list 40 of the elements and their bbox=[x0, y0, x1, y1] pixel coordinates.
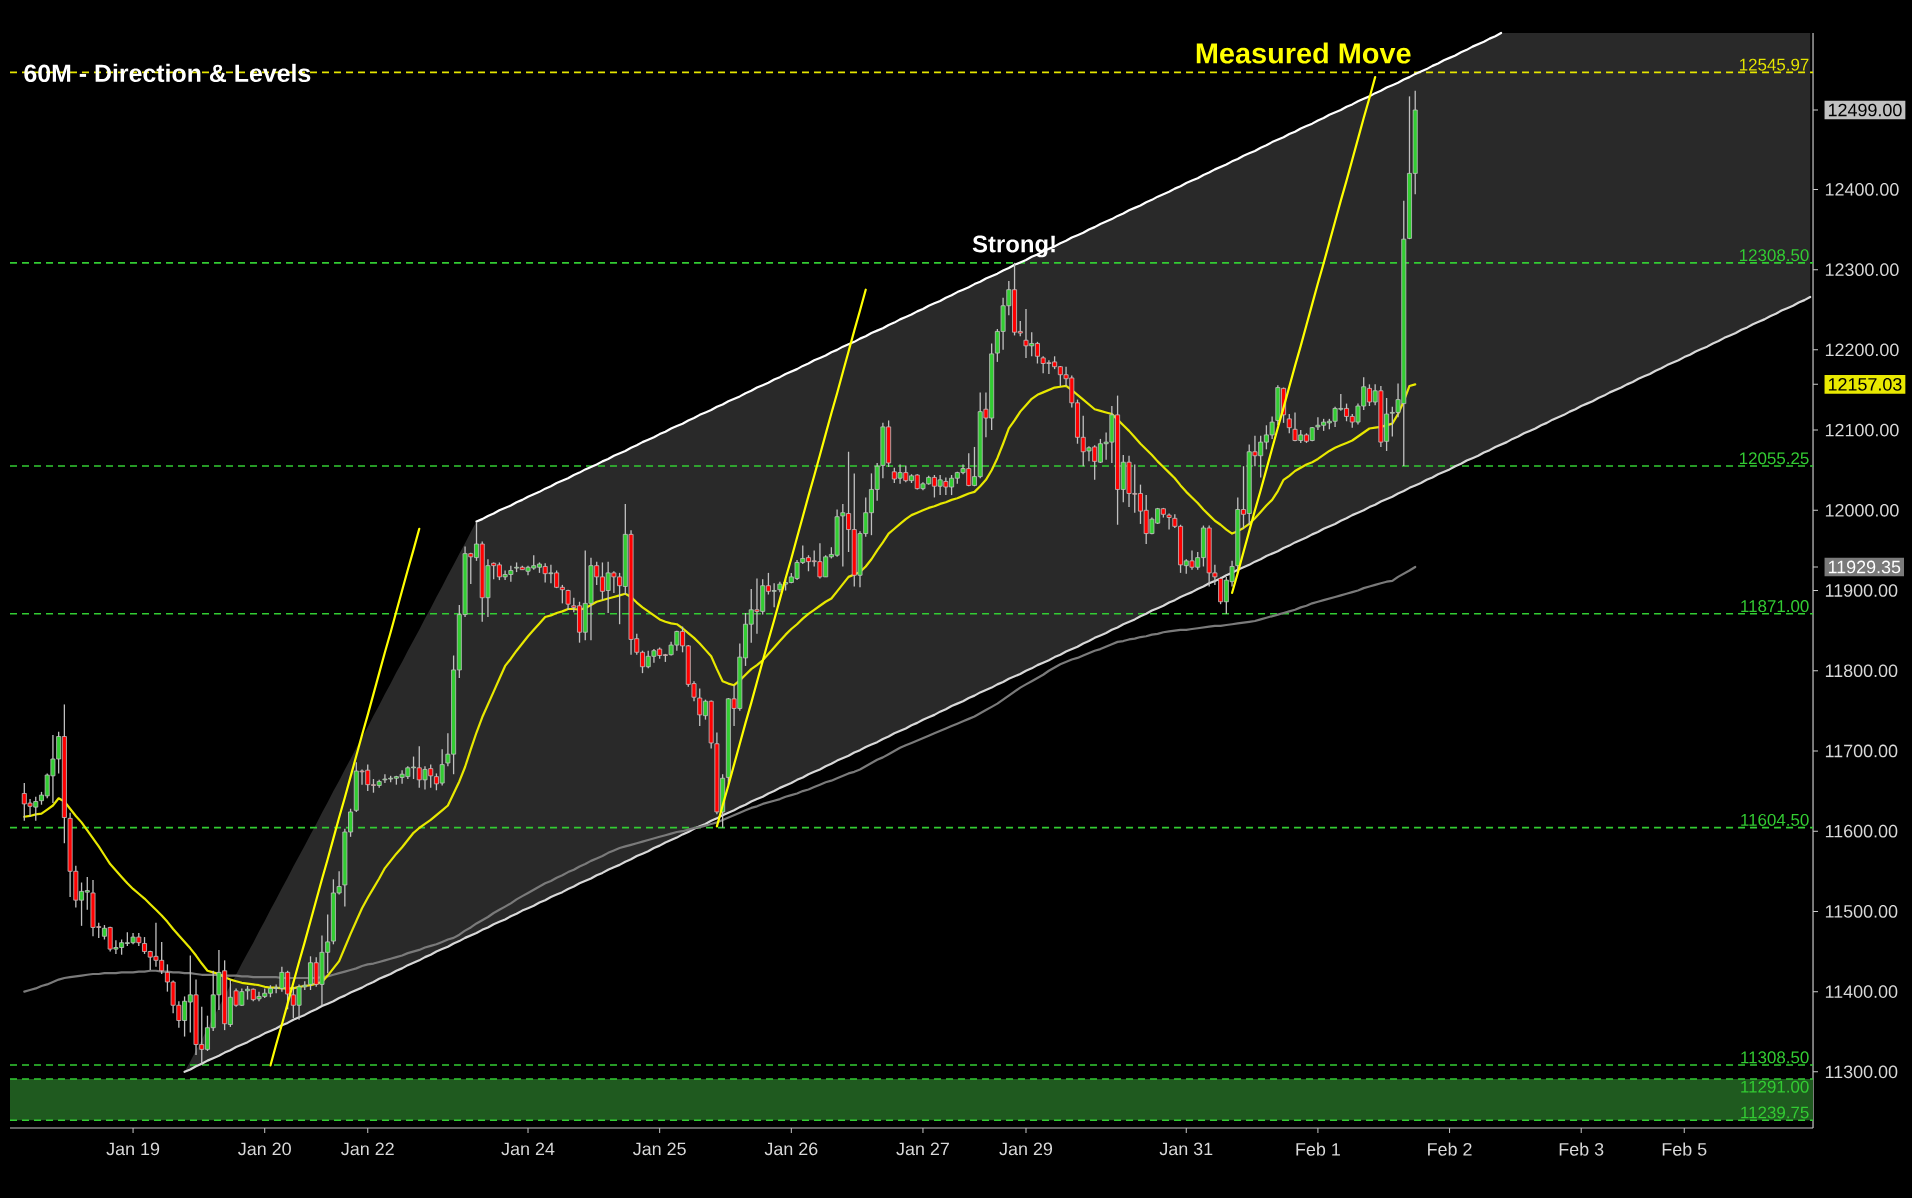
annotation: Strong! bbox=[972, 235, 1055, 258]
ref-line-label: 12308.50 bbox=[1739, 249, 1809, 262]
ref-line-label: 12055.25 bbox=[1739, 452, 1809, 465]
y-tick-label: 12300.00 bbox=[1825, 263, 1899, 276]
x-tick-label: Jan 25 bbox=[633, 1142, 686, 1156]
x-tick-label: Jan 19 bbox=[106, 1142, 160, 1156]
ref-line-label: 12545.97 bbox=[1739, 58, 1809, 71]
y-tick-label: 11500.00 bbox=[1825, 905, 1898, 918]
ref-line-label: 11239.75 bbox=[1741, 1106, 1809, 1119]
x-tick-label: Feb 1 bbox=[1296, 1142, 1340, 1156]
text: 60M - Direction & Levels bbox=[24, 63, 311, 83]
x-tick-label: Feb 2 bbox=[1428, 1142, 1472, 1156]
y-tick-label: 11929.35 bbox=[1828, 560, 1901, 574]
y-tick-label: 11700.00 bbox=[1825, 744, 1898, 758]
x-tick-label: Jan 27 bbox=[896, 1142, 949, 1156]
y-tick-label: 11600.00 bbox=[1825, 824, 1898, 838]
y-tick-label: 12000.00 bbox=[1825, 503, 1899, 517]
y-tick-label: 12400.00 bbox=[1825, 183, 1899, 196]
ref-line-label: 11604.50 bbox=[1741, 813, 1809, 826]
y-tick-label: 12157.03 bbox=[1828, 377, 1902, 391]
x-tick-label: Jan 20 bbox=[238, 1142, 291, 1156]
y-tick-label: 11800.00 bbox=[1825, 664, 1898, 678]
y-tick-label: 11900.00 bbox=[1825, 584, 1898, 597]
y-tick-label: 11400.00 bbox=[1825, 985, 1898, 998]
y-tick-label: 12499.00 bbox=[1828, 103, 1902, 117]
ref-line-label: 11871.00 bbox=[1741, 600, 1809, 613]
series-label: Measured Move bbox=[1196, 42, 1411, 64]
ref-line-label: 11308.50 bbox=[1741, 1051, 1809, 1064]
x-tick-label: Feb 5 bbox=[1662, 1142, 1707, 1156]
y-tick-label: 11300.00 bbox=[1825, 1065, 1898, 1079]
x-tick-label: Jan 24 bbox=[501, 1142, 555, 1156]
y-tick-label: 12100.00 bbox=[1825, 423, 1899, 437]
y-tick-label: 12200.00 bbox=[1825, 343, 1899, 357]
x-tick-label: Jan 26 bbox=[764, 1142, 818, 1156]
candlestick bbox=[1286, 413, 1292, 434]
x-tick-label: Jan 22 bbox=[341, 1142, 394, 1156]
x-tick-label: Jan 31 bbox=[1159, 1142, 1213, 1156]
x-tick-label: Jan 29 bbox=[999, 1142, 1053, 1156]
x-tick-label: Feb 3 bbox=[1559, 1142, 1604, 1156]
ref-line-label: 11291.00 bbox=[1741, 1080, 1809, 1093]
